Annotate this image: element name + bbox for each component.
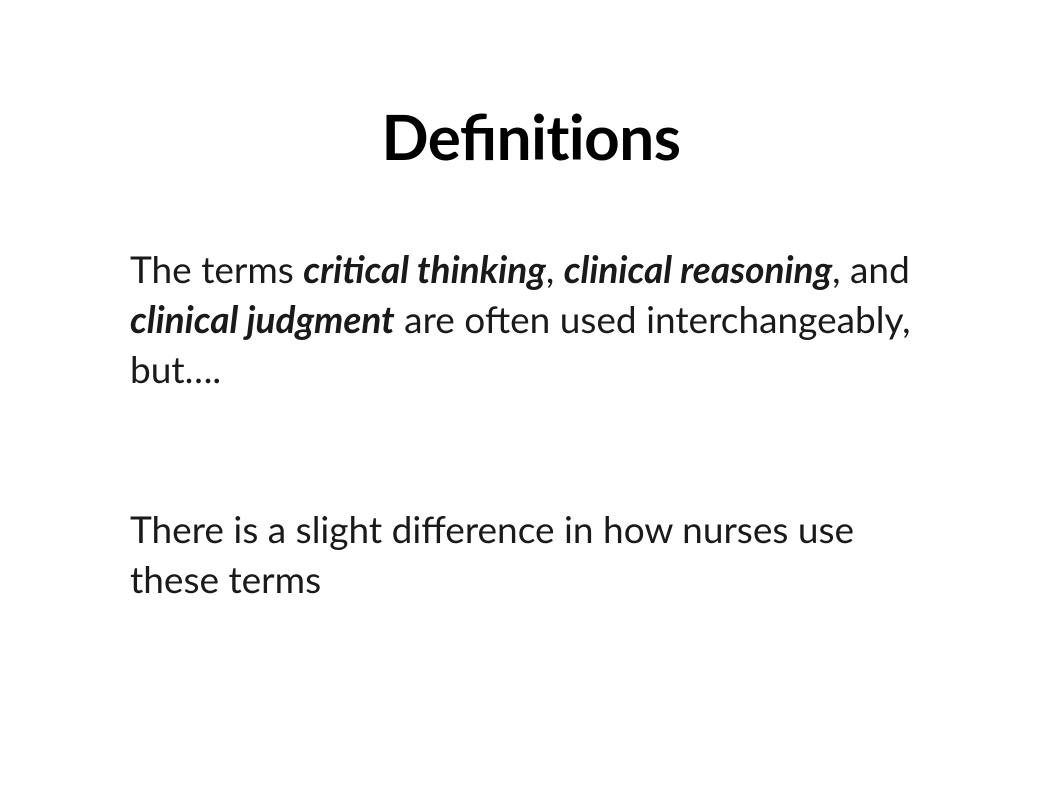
- term-critical-thinking: critical thinking: [303, 246, 546, 291]
- slide-title: Deﬁnitions: [130, 100, 932, 174]
- term-clinical-reasoning: clinical reasoning: [564, 246, 832, 291]
- p1-sep2: , and: [832, 246, 910, 291]
- paragraph-1: The terms critical thinking, clinical re…: [130, 244, 932, 394]
- slide-container: Deﬁnitions The terms critical thinking, …: [0, 0, 1062, 797]
- paragraph-2: There is a slight difference in how nurs…: [130, 504, 932, 604]
- p1-prefix: The terms: [130, 246, 303, 291]
- term-clinical-judgment: clinical judgment: [130, 296, 395, 341]
- p1-sep1: ,: [546, 246, 564, 291]
